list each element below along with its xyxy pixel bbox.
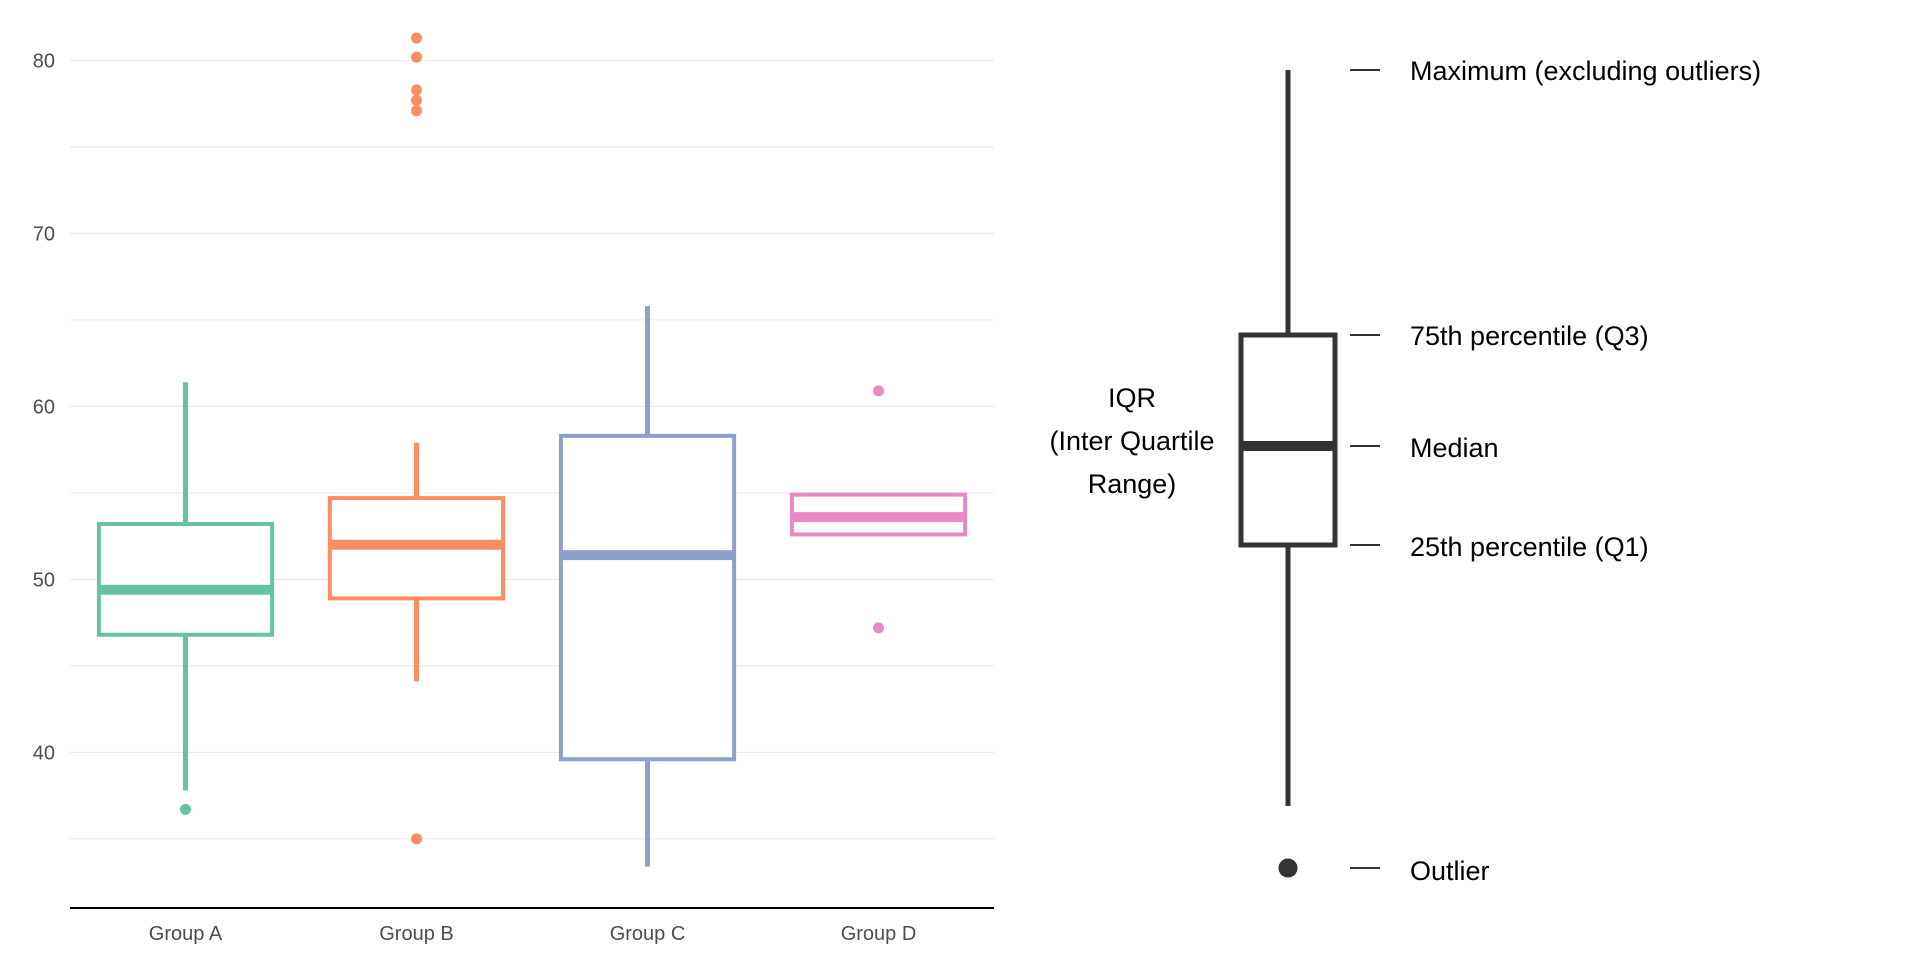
outlier-point xyxy=(873,385,884,397)
x-tick-label: Group D xyxy=(841,923,917,945)
outlier-point xyxy=(411,84,422,96)
y-tick-label: 60 xyxy=(33,396,55,418)
outlier-point xyxy=(180,803,191,815)
label-median: Median xyxy=(1410,433,1499,463)
outlier-point xyxy=(411,32,422,44)
y-tick-labels: 40 50 60 70 80 xyxy=(33,51,55,765)
label-maximum: Maximum (excluding outliers) xyxy=(1410,56,1761,86)
gridlines xyxy=(70,59,994,840)
box-group-b xyxy=(327,32,506,845)
iqr-label-line-3: Range) xyxy=(1088,469,1177,499)
box-group-a xyxy=(96,382,275,815)
y-tick-label: 80 xyxy=(33,51,55,73)
boxplot-panel: 40 50 60 70 80 Group A Group B Group C Group D xyxy=(33,32,994,945)
y-tick-label: 70 xyxy=(33,223,55,245)
x-tick-label: Group B xyxy=(379,923,453,945)
iqr-label-line-1: IQR xyxy=(1108,383,1156,413)
explainer-outlier xyxy=(1278,858,1298,878)
boxes xyxy=(96,32,968,867)
y-tick-label: 50 xyxy=(33,569,55,591)
explainer-box xyxy=(1238,332,1338,548)
explainer-labels: Maximum (excluding outliers) 75th percen… xyxy=(1049,56,1761,886)
label-q3: 75th percentile (Q3) xyxy=(1410,321,1649,351)
iqr-box xyxy=(96,522,275,637)
iqr-label-line-2: (Inter Quartile xyxy=(1049,426,1214,456)
x-tick-labels: Group A Group B Group C Group D xyxy=(149,923,916,945)
outlier-point xyxy=(873,622,884,634)
outlier-point xyxy=(411,94,422,106)
outlier-point xyxy=(411,833,422,845)
outlier-point xyxy=(411,51,422,63)
iqr-box xyxy=(558,433,737,762)
outlier-point xyxy=(411,105,422,117)
y-tick-label: 40 xyxy=(33,742,55,764)
label-q1: 25th percentile (Q1) xyxy=(1410,532,1649,562)
x-tick-label: Group C xyxy=(610,923,686,945)
box-group-d xyxy=(789,385,968,634)
x-tick-label: Group A xyxy=(149,923,223,945)
label-outlier: Outlier xyxy=(1410,856,1490,886)
boxplot-explainer: Maximum (excluding outliers) 75th percen… xyxy=(1049,56,1761,886)
explainer-marks xyxy=(1238,69,1380,878)
box-group-c xyxy=(558,306,737,867)
